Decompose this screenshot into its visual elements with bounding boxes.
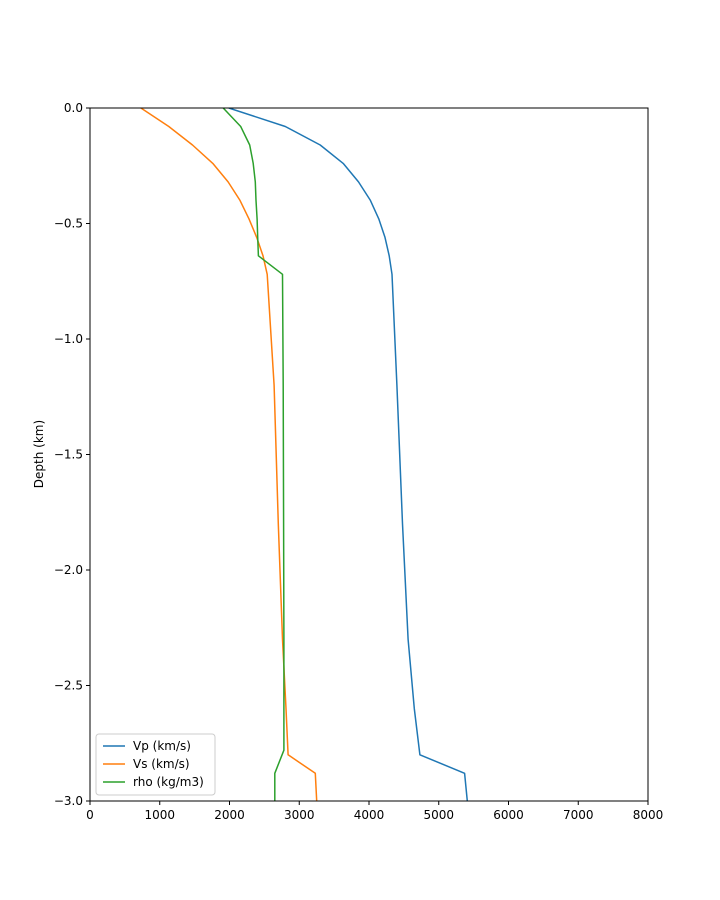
legend-label-1: Vp (km/s) (133, 739, 191, 753)
legend-label-3: rho (kg/m3) (133, 775, 204, 789)
axis-ticks: 0 1000 2000 3000 4000 5000 6000 7000 8000 0.0 −0.5… (54, 101, 663, 822)
x-tick-label: 5000 (423, 808, 454, 822)
y-tick-label: −0.5 (54, 217, 83, 231)
x-tick-label: 7000 (563, 808, 594, 822)
y-axis-label: Depth (km) (32, 420, 46, 488)
x-tick-label: 4000 (354, 808, 385, 822)
x-tick-label: 1000 (144, 808, 175, 822)
x-tick-label: 0 (86, 808, 94, 822)
series-line-1 (228, 108, 469, 801)
x-tick-label: 8000 (633, 808, 664, 822)
legend-label-2: Vs (km/s) (133, 757, 190, 771)
series-line-2 (140, 108, 318, 801)
plot-frame (89, 107, 649, 802)
series-line-3 (222, 108, 285, 801)
y-tick-label: −3.0 (54, 794, 83, 808)
x-tick-label: 2000 (214, 808, 245, 822)
y-tick-label: 0.0 (64, 101, 83, 115)
y-tick-label: −2.5 (54, 679, 83, 693)
legend-box (95, 733, 216, 796)
y-tick-label: −2.0 (54, 563, 83, 577)
plot-background (90, 108, 648, 801)
legend: Vp (km/s) Vs (km/s) rho (kg/m3) (95, 733, 216, 796)
x-tick-label: 6000 (493, 808, 524, 822)
x-tick-label: 3000 (284, 808, 315, 822)
y-tick-label: −1.0 (54, 332, 83, 346)
series-layer (140, 108, 469, 801)
y-tick-label: −1.5 (54, 448, 83, 462)
